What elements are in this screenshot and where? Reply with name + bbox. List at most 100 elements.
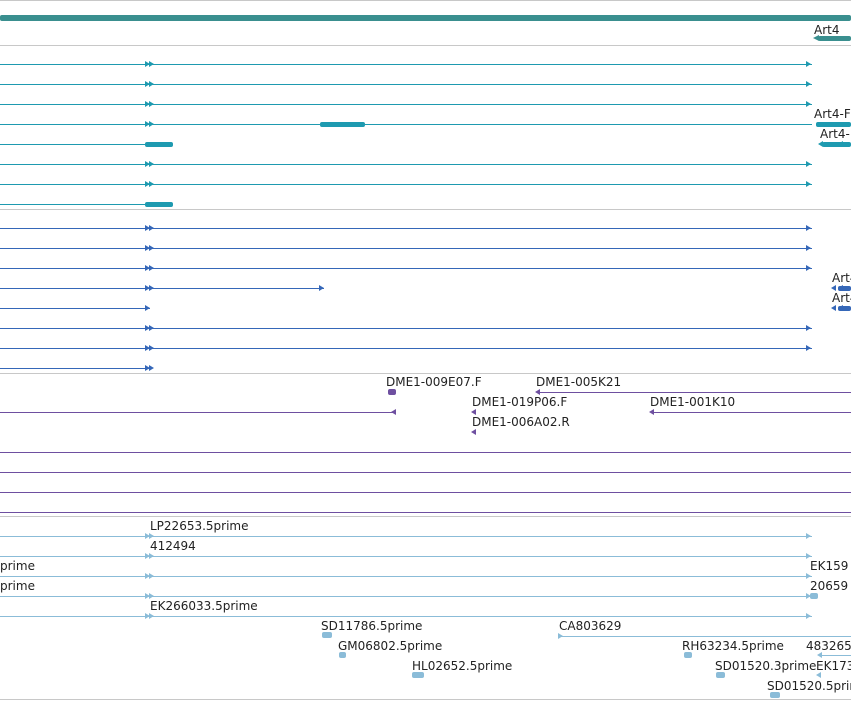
strand-arrow-icon xyxy=(145,81,150,87)
transcript-line[interactable] xyxy=(0,368,150,369)
est-feature[interactable] xyxy=(810,593,818,599)
est-label: SD11786.5prime xyxy=(321,619,423,633)
clone-line[interactable] xyxy=(654,412,851,413)
transcript-line[interactable] xyxy=(0,328,812,329)
strand-arrow-icon xyxy=(806,245,811,251)
strand-arrow-icon xyxy=(149,533,154,539)
clone-feature[interactable] xyxy=(388,389,396,395)
transcript-label: Art4 xyxy=(832,291,851,305)
transcript-line[interactable] xyxy=(0,308,150,309)
est-label: EK159 xyxy=(810,559,849,573)
strand-arrow-icon xyxy=(149,613,154,619)
strand-arrow-icon xyxy=(145,305,150,311)
strand-arrow-icon xyxy=(145,61,150,67)
transcript-exon[interactable] xyxy=(816,122,851,127)
strand-arrow-icon xyxy=(149,81,154,87)
est-line[interactable] xyxy=(0,536,812,537)
strand-arrow-icon xyxy=(806,81,811,87)
strand-arrow-icon xyxy=(149,121,154,127)
transcript-exon[interactable] xyxy=(145,202,173,207)
est-label: 20659 xyxy=(810,579,849,593)
est-line[interactable] xyxy=(822,655,851,656)
est-line[interactable] xyxy=(0,556,812,557)
gene-bar[interactable] xyxy=(0,15,851,21)
est-feature[interactable] xyxy=(770,692,780,698)
clone-line[interactable] xyxy=(0,412,396,413)
transcript-line[interactable] xyxy=(0,124,812,125)
strand-arrow-icon xyxy=(806,161,811,167)
transcript-line[interactable] xyxy=(0,184,812,185)
transcript-line[interactable] xyxy=(0,288,324,289)
strand-arrow-icon xyxy=(149,245,154,251)
transcript-line[interactable] xyxy=(0,164,812,165)
est-line[interactable] xyxy=(0,576,812,577)
est-feature[interactable] xyxy=(322,632,332,638)
transcript-label: Art4-F xyxy=(814,107,851,121)
transcript-line[interactable] xyxy=(0,228,812,229)
gene-feature[interactable] xyxy=(818,36,851,41)
clone-line[interactable] xyxy=(0,452,851,453)
transcript-line[interactable] xyxy=(0,84,812,85)
strand-arrow-icon xyxy=(806,265,811,271)
transcript-exon[interactable] xyxy=(320,122,365,127)
est-label: prime xyxy=(0,579,35,593)
est-feature[interactable] xyxy=(684,652,692,658)
transcript-line[interactable] xyxy=(0,204,150,205)
strand-arrow-icon xyxy=(149,265,154,271)
strand-arrow-icon xyxy=(806,573,811,579)
transcript-exon[interactable] xyxy=(838,306,851,311)
est-line[interactable] xyxy=(0,616,812,617)
clone-line[interactable] xyxy=(0,472,851,473)
strand-arrow-icon xyxy=(149,225,154,231)
clone-label: DME1-006A02.R xyxy=(472,415,570,429)
transcript-line[interactable] xyxy=(0,144,150,145)
transcript-exon[interactable] xyxy=(822,142,851,147)
strand-arrow-icon xyxy=(558,633,563,639)
strand-arrow-icon xyxy=(831,305,836,311)
est-feature[interactable] xyxy=(716,672,725,678)
strand-arrow-icon xyxy=(149,345,154,351)
strand-arrow-icon xyxy=(149,553,154,559)
est-label: EK173 xyxy=(816,659,851,673)
transcript-line[interactable] xyxy=(0,268,812,269)
strand-arrow-icon xyxy=(806,593,811,599)
est-line[interactable] xyxy=(560,636,851,637)
strand-arrow-icon xyxy=(145,121,150,127)
transcript-line[interactable] xyxy=(0,248,812,249)
strand-arrow-icon xyxy=(149,365,154,371)
transcript-line[interactable] xyxy=(0,104,812,105)
strand-arrow-icon xyxy=(649,409,654,415)
strand-arrow-icon xyxy=(149,325,154,331)
gene-label: Art4 xyxy=(814,23,840,37)
transcript-exon[interactable] xyxy=(145,142,173,147)
strand-arrow-icon xyxy=(145,553,150,559)
est-feature[interactable] xyxy=(339,652,346,658)
strand-arrow-icon xyxy=(806,325,811,331)
track-separator xyxy=(0,516,851,517)
strand-arrow-icon xyxy=(145,265,150,271)
clone-label: DME1-019P06.F xyxy=(472,395,568,409)
clone-line[interactable] xyxy=(0,512,851,513)
transcript-line[interactable] xyxy=(0,348,812,349)
track-separator xyxy=(0,373,851,374)
strand-arrow-icon xyxy=(145,345,150,351)
strand-arrow-icon xyxy=(145,181,150,187)
est-label: GM06802.5prime xyxy=(338,639,443,653)
clone-line[interactable] xyxy=(540,392,851,393)
strand-arrow-icon xyxy=(816,672,821,678)
est-line[interactable] xyxy=(0,596,812,597)
strand-arrow-icon xyxy=(319,285,324,291)
clone-label: DME1-005K21 xyxy=(536,375,622,389)
est-feature[interactable] xyxy=(412,672,424,678)
clone-line[interactable] xyxy=(0,492,851,493)
strand-arrow-icon xyxy=(145,101,150,107)
strand-arrow-icon xyxy=(145,245,150,251)
strand-arrow-icon xyxy=(806,181,811,187)
est-label: RH63234.5prime xyxy=(682,639,784,653)
transcript-exon[interactable] xyxy=(838,286,851,291)
transcript-line[interactable] xyxy=(0,64,812,65)
track-separator xyxy=(0,45,851,46)
est-label: 483265 xyxy=(806,639,851,653)
strand-arrow-icon xyxy=(818,141,823,147)
